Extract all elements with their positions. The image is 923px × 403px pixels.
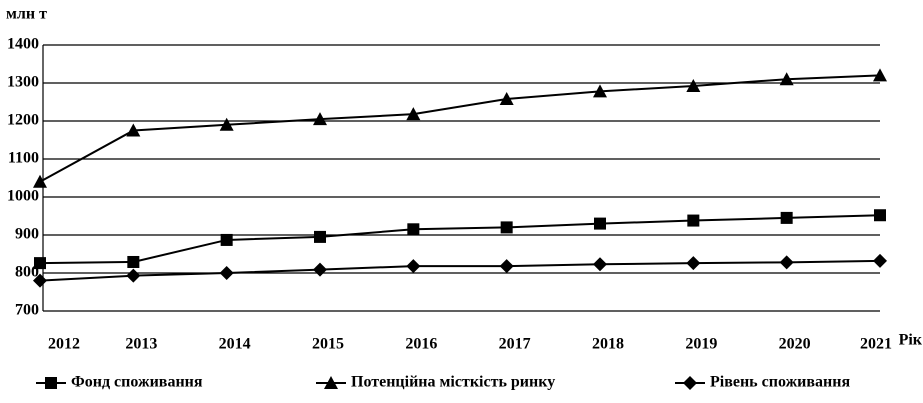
point (34, 257, 46, 270)
point (779, 72, 794, 86)
y-tick-label: 1000 (7, 188, 39, 205)
y-tick-label: 900 (15, 226, 39, 243)
series-line (39, 214, 881, 265)
x-axis-label: Рік (899, 332, 923, 349)
point (406, 107, 421, 121)
legend-marker (683, 376, 697, 390)
y-tick-label: 1300 (7, 74, 39, 91)
x-tick-label: 2012 (48, 336, 80, 353)
x-tick-label: 2019 (685, 336, 717, 353)
x-tick-label: 2021 (860, 336, 892, 353)
y-axis-label: млн т (6, 6, 47, 23)
legend-label: Рівень споживання (710, 374, 850, 391)
y-tick-label: 800 (15, 264, 39, 281)
point (686, 256, 701, 271)
point (873, 68, 887, 82)
legend-label: Фонд споживання (71, 374, 203, 391)
point (687, 214, 700, 227)
point (33, 273, 47, 288)
point (127, 255, 140, 268)
point (407, 223, 420, 236)
y-tick-label: 700 (15, 302, 39, 319)
point (314, 230, 326, 243)
y-tick-label: 1400 (7, 36, 39, 53)
x-tick-label: 2015 (312, 336, 344, 353)
series-line (39, 74, 881, 183)
x-tick-label: 2013 (125, 336, 157, 353)
x-tick-label: 2018 (592, 336, 624, 353)
point (780, 211, 793, 224)
point (686, 79, 701, 93)
point (126, 123, 141, 137)
x-tick-label: 2017 (499, 336, 531, 353)
legend-marker (45, 377, 57, 389)
point (313, 112, 327, 126)
point (126, 268, 141, 283)
point (406, 259, 421, 274)
y-tick-label: 1100 (8, 150, 39, 167)
point (873, 253, 887, 268)
x-tick-label: 2020 (779, 336, 811, 353)
point (874, 209, 886, 222)
point (33, 174, 47, 188)
point (593, 257, 607, 272)
y-tick-label: 1200 (7, 112, 39, 129)
point (594, 217, 606, 230)
point (499, 91, 514, 105)
point (220, 233, 233, 246)
legend-label: Потенційна місткість ринку (351, 374, 555, 391)
point (779, 255, 794, 270)
point (219, 266, 234, 280)
point (313, 262, 327, 277)
point (219, 117, 234, 131)
series-line (39, 259, 881, 282)
x-tick-label: 2016 (405, 336, 437, 353)
point (593, 84, 607, 98)
legend-marker (324, 376, 338, 389)
point (499, 259, 514, 274)
point (500, 221, 513, 234)
x-tick-label: 2014 (219, 336, 251, 353)
